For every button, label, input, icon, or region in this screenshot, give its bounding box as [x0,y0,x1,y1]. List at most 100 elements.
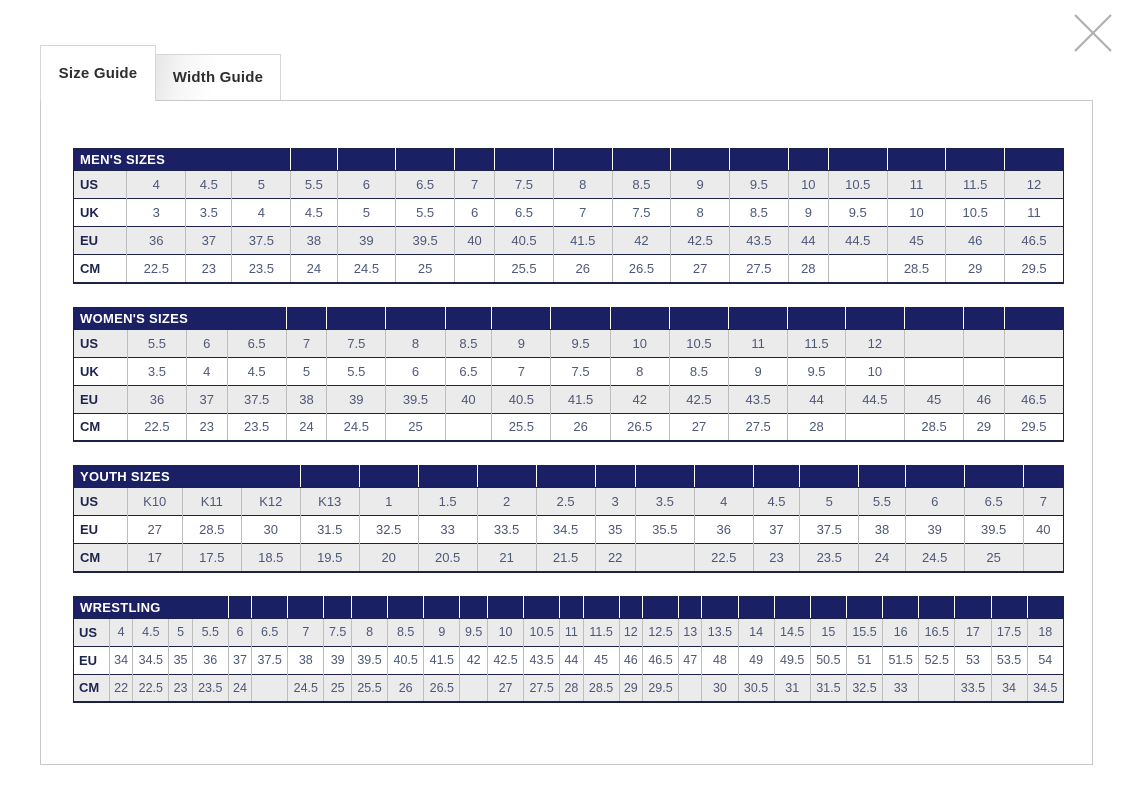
size-cell: K10 [126,487,183,516]
size-cell: 46.5 [1004,226,1064,255]
size-cell: 41.5 [550,384,611,413]
size-cell: 15.5 [845,617,883,646]
size-cell: 43.5 [523,645,560,674]
size-cell: 37 [185,226,232,255]
row-label: EU [73,645,110,674]
size-cell: 2.5 [535,487,596,516]
close-button[interactable] [1073,13,1113,53]
size-cell: 5 [231,170,291,199]
header-cell [494,148,554,171]
size-cell: 7 [453,170,495,199]
size-cell: 28.5 [582,673,620,702]
size-cell [903,356,964,385]
size-cell: 26 [550,412,611,441]
size-cell: 10 [886,198,946,227]
size-cell: 37.5 [251,645,288,674]
header-cell [395,148,455,171]
header-cell [444,307,492,330]
size-cell: 10.5 [827,170,888,199]
mens-sizes-table: MEN'S SIZES US 4 4.5 5 5.5 6 6.5 7 7.5 8 8.5 9 9.5 10 1… [73,148,1064,284]
youth-sizes-title: YOUTH SIZES [73,465,301,488]
header-cell [963,465,1024,488]
row-label: CM [73,412,128,441]
size-cell: 5 [336,198,396,227]
size-cell: 29.5 [1004,254,1064,283]
size-cell: 37.5 [231,226,291,255]
size-cell: 30 [240,515,301,544]
size-cell [678,673,702,702]
size-cell: 29.5 [1003,412,1064,441]
size-cell: 44 [787,384,846,413]
size-cell: 23.5 [799,543,859,572]
tab-size-guide[interactable]: Size Guide [40,45,156,101]
row-label: US [73,170,127,199]
size-cell: 9.5 [787,356,846,385]
header-cell [611,148,671,171]
header-cell [299,465,360,488]
header-cell [954,596,991,619]
size-cell: 17.5 [990,617,1028,646]
size-cell: 23.5 [226,412,287,441]
size-cell: 23.5 [191,673,229,702]
size-cell: 35.5 [634,515,695,544]
wrestling-row-us: US 4 4.5 5 5.5 6 6.5 7 7.5 8 8.5 9 9.5 10 10.5 11 11.5 12… [73,617,1064,646]
size-cell [827,254,888,283]
size-cell: 34.5 [1026,673,1064,702]
header-cell [385,307,446,330]
size-cell: 39.5 [395,226,455,255]
size-cell: 39 [326,384,386,413]
size-cell: 40 [453,226,495,255]
header-cell [423,596,460,619]
header-cell [594,465,636,488]
size-cell: 13 [678,617,702,646]
size-cell: 39.5 [350,645,388,674]
size-cell [963,356,1005,385]
size-cell: 9.5 [550,328,611,357]
size-cell: 8.5 [387,617,424,646]
size-cell [844,412,905,441]
size-cell: 8.5 [729,198,789,227]
size-cell: 4.5 [752,487,800,516]
row-label: US [73,487,128,516]
size-cell: 21.5 [535,543,596,572]
row-label: CM [73,254,127,283]
size-cell: 28.5 [181,515,242,544]
header-cell [476,465,537,488]
size-guide-panel: MEN'S SIZES US 4 4.5 5 5.5 6 6.5 7 7.5 8 8.5 9 9.5 10 1… [40,100,1093,765]
size-cell: 21 [476,543,537,572]
size-cell: 24.5 [287,673,324,702]
size-cell: 9 [728,356,788,385]
womens-sizes-table: WOMEN'S SIZES US 5.5 6 6.5 7 7.5 8 8.5 9 9.5 10 10.5… [73,306,1064,442]
row-label: EU [73,226,127,255]
size-cell: 5 [168,617,193,646]
size-cell: 35 [168,645,193,674]
size-cell [459,673,488,702]
size-cell: 23 [168,673,193,702]
tab-width-guide[interactable]: Width Guide [156,54,281,100]
header-cell [559,596,584,619]
header-cell [990,596,1028,619]
size-cell: 42.5 [668,384,729,413]
size-cell: 5.5 [290,170,338,199]
size-cell: 5 [285,356,327,385]
size-cell: 24 [227,673,252,702]
size-cell: 7 [552,198,613,227]
size-cell: 28.5 [903,412,964,441]
header-cell [858,465,906,488]
size-cell: 12.5 [641,617,679,646]
size-cell: 22 [108,673,133,702]
size-cell: 42 [459,645,488,674]
size-cell [634,543,695,572]
size-cell: 23 [752,543,800,572]
size-cell: 24.5 [904,543,965,572]
size-cell: 28 [787,412,846,441]
header-cell [1004,148,1064,171]
size-cell: 29 [945,254,1005,283]
size-cell: 10.5 [523,617,560,646]
header-cell [634,465,695,488]
size-cell: 24 [285,412,327,441]
size-cell: 14.5 [773,617,811,646]
size-cell: 27.5 [729,254,789,283]
size-cell: 25.5 [491,412,551,441]
guide-tabs: Size Guide Width Guide [40,44,1093,101]
